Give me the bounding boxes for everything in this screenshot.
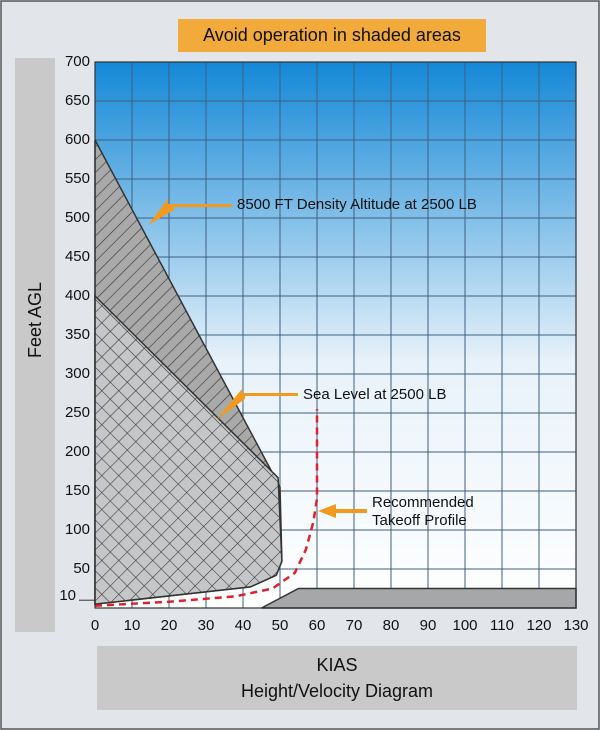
annotation: 8500 FT Density Altitude at 2500 LB <box>237 196 477 213</box>
y-axis-label: Feet AGL <box>25 282 45 358</box>
y-tick-label: 450 <box>65 248 90 265</box>
y-tick-label: 10 <box>59 587 76 604</box>
axes: 0 10 20 30 40 50 60 70 80 90 100 110 120 130 50 100 150 2… <box>59 53 588 634</box>
y-label-box <box>15 58 55 632</box>
x-tick-label: 30 <box>198 617 215 634</box>
y-tick-label: 250 <box>65 404 90 421</box>
y-tick-label: 500 <box>65 209 90 226</box>
x-tick-label: 40 <box>235 617 252 634</box>
x-tick-label: 80 <box>383 617 400 634</box>
x-tick-label: 0 <box>91 617 99 634</box>
annotation: Recommended <box>372 494 474 511</box>
title-box <box>178 19 486 52</box>
chart-subtitle: Height/Velocity Diagram <box>241 681 433 701</box>
y-tick-label: 50 <box>73 560 90 577</box>
x-tick-label: 120 <box>526 617 551 634</box>
x-tick-label: 20 <box>161 617 178 634</box>
plot-border <box>94 61 577 609</box>
y-tick-label: 650 <box>65 92 90 109</box>
x-tick-label: 90 <box>420 617 437 634</box>
arrow <box>216 389 298 420</box>
arrow <box>148 199 232 225</box>
x-tick-label: 130 <box>563 617 588 634</box>
arrow <box>318 504 367 518</box>
y-tick-label: 150 <box>65 482 90 499</box>
y-tick-label: 700 <box>65 53 90 70</box>
x-axis-label: KIAS <box>316 655 357 675</box>
chart-title: Avoid operation in shaded areas <box>203 25 461 45</box>
line <box>94 409 319 607</box>
x-tick-label: 110 <box>490 617 514 634</box>
y-tick-label: 300 <box>65 365 90 382</box>
y-tick-label: 400 <box>65 287 90 304</box>
y-tick-label: 100 <box>65 521 90 538</box>
area <box>261 587 577 609</box>
annotation: Sea Level at 2500 LB <box>303 386 446 403</box>
y-tick-label: 600 <box>65 131 90 148</box>
annotation: Takeoff Profile <box>372 512 467 529</box>
y-tick-label: 350 <box>65 326 90 343</box>
marks <box>94 139 577 609</box>
annotations: 8500 FT Density Altitude at 2500 LB Sea … <box>148 196 477 529</box>
x-tick-label: 100 <box>452 617 477 634</box>
y-tick-label: 200 <box>65 443 90 460</box>
y-tick-label: 550 <box>65 170 90 187</box>
x-label-box <box>97 646 577 710</box>
x-tick-label: 70 <box>346 617 363 634</box>
x-tick-label: 10 <box>124 617 141 634</box>
x-tick-label: 60 <box>309 617 326 634</box>
x-tick-label: 50 <box>272 617 289 634</box>
